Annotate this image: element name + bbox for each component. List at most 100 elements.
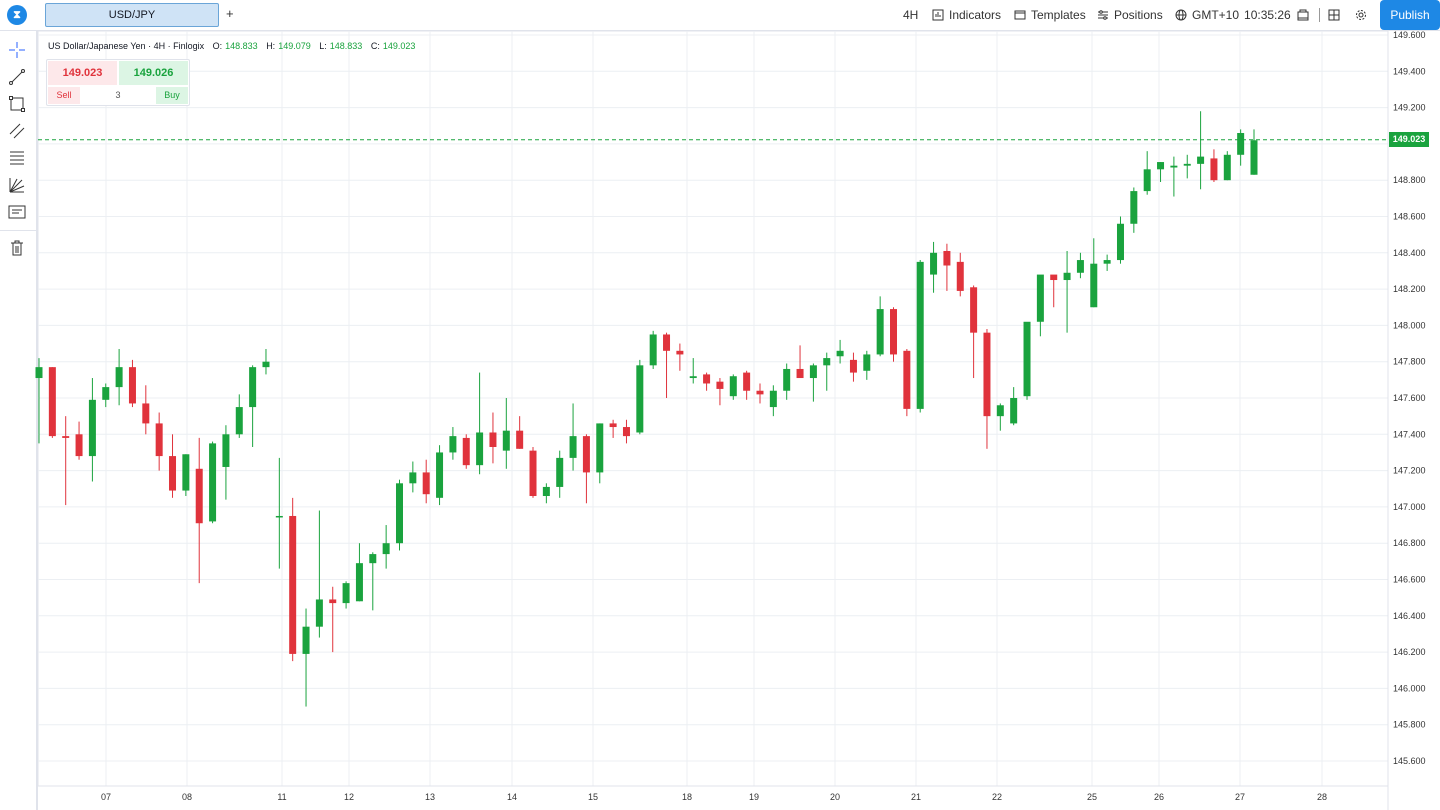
high-label: H: — [266, 41, 276, 51]
sell-price-button[interactable]: 149.023 — [48, 61, 117, 85]
candle — [88, 378, 96, 482]
candle-body — [88, 399, 96, 457]
candle — [262, 348, 270, 375]
candle-body — [689, 376, 697, 379]
candle-body — [943, 250, 951, 266]
templates-button[interactable]: Templates — [1014, 8, 1086, 22]
x-tick-label: 22 — [992, 792, 1002, 802]
candle-body — [903, 350, 911, 409]
candle-body — [1157, 162, 1165, 170]
y-tick-label: 147.800 — [1393, 357, 1426, 367]
candle-body — [62, 436, 70, 438]
fib-retracement-icon[interactable] — [8, 149, 26, 167]
x-tick-label: 19 — [749, 792, 759, 802]
candle — [1063, 250, 1071, 333]
y-tick-label: 145.800 — [1393, 720, 1426, 730]
candle — [302, 608, 310, 707]
candle — [48, 367, 56, 438]
candle-body — [849, 359, 857, 373]
candle — [1036, 274, 1044, 337]
candle — [729, 374, 737, 400]
candle-body — [836, 350, 844, 357]
templates-label: Templates — [1031, 8, 1086, 22]
candle — [436, 445, 444, 506]
y-tick-label: 146.400 — [1393, 611, 1426, 621]
candle — [1237, 129, 1245, 166]
candle-body — [422, 472, 430, 495]
candle — [542, 483, 550, 504]
candle — [970, 285, 978, 379]
candle — [1130, 187, 1138, 233]
trendline-icon[interactable] — [8, 68, 26, 86]
candle — [582, 434, 590, 504]
trash-icon[interactable] — [8, 239, 26, 257]
candle — [315, 510, 323, 638]
y-tick-label: 147.000 — [1393, 502, 1426, 512]
candle-body — [983, 332, 991, 417]
candle — [876, 296, 884, 357]
candle-body — [1050, 274, 1058, 281]
pitchfork-icon[interactable] — [8, 176, 26, 194]
candle — [1223, 151, 1231, 181]
parallel-channel-icon[interactable] — [8, 122, 26, 140]
crosshair-icon[interactable] — [8, 41, 26, 59]
candle — [916, 260, 924, 413]
candle-body — [676, 350, 684, 355]
x-tick-label: 25 — [1087, 792, 1097, 802]
candle — [275, 457, 283, 569]
candle — [502, 398, 510, 469]
candle-body — [769, 390, 777, 408]
candle-body — [476, 432, 484, 466]
candle-body — [382, 543, 390, 555]
candle — [769, 385, 777, 417]
buy-button[interactable]: Buy — [156, 87, 188, 104]
text-note-icon[interactable] — [8, 203, 26, 221]
candle — [1090, 238, 1098, 308]
candle — [209, 441, 217, 524]
timeframe-button[interactable]: 4H — [903, 8, 918, 22]
y-tick-label: 149.400 — [1393, 66, 1426, 76]
timezone-button[interactable]: GMT+10 10:35:26 — [1175, 8, 1291, 22]
candle-body — [1223, 154, 1231, 181]
candle-body — [1183, 163, 1191, 166]
candle — [489, 412, 497, 464]
settings-button[interactable] — [1355, 9, 1367, 21]
candle — [128, 359, 136, 408]
sell-button[interactable]: Sell — [48, 87, 80, 104]
indicators-button[interactable]: Indicators — [932, 8, 1001, 22]
x-tick-label: 21 — [911, 792, 921, 802]
candle — [596, 423, 604, 484]
candle — [703, 372, 711, 391]
low-label: L: — [319, 41, 327, 51]
candle — [249, 365, 257, 448]
candle — [476, 372, 484, 475]
candle-body — [75, 434, 83, 457]
candle-body — [369, 554, 377, 564]
candle-body — [663, 334, 671, 351]
clock-label: 10:35:26 — [1244, 8, 1291, 22]
layout-button[interactable] — [1328, 9, 1340, 21]
candle — [956, 252, 964, 297]
publish-button[interactable]: Publish — [1380, 0, 1440, 30]
x-tick-label: 08 — [182, 792, 192, 802]
candle — [409, 461, 417, 493]
layout-grid-icon — [1328, 9, 1340, 21]
y-tick-label: 146.600 — [1393, 575, 1426, 585]
candle — [115, 348, 123, 406]
positions-label: Positions — [1114, 8, 1163, 22]
positions-button[interactable]: Positions — [1097, 8, 1163, 22]
y-tick-label: 148.200 — [1393, 284, 1426, 294]
buy-price-button[interactable]: 149.026 — [119, 61, 188, 85]
snapshot-button[interactable] — [1297, 9, 1309, 21]
quantity-input[interactable]: 3 — [115, 90, 121, 100]
candle-body — [1090, 263, 1098, 308]
symbol-tab[interactable]: USD/JPY — [45, 3, 219, 27]
top-toolbar: ⧗ USD/JPY + 4H Indicators Templates Posi… — [0, 0, 1440, 31]
y-tick-label: 149.200 — [1393, 103, 1426, 113]
gear-icon — [1356, 10, 1366, 20]
app-logo-icon[interactable]: ⧗ — [7, 5, 27, 25]
add-tab-button[interactable]: + — [226, 6, 234, 21]
candle — [743, 370, 751, 400]
rectangle-icon[interactable] — [8, 95, 26, 113]
